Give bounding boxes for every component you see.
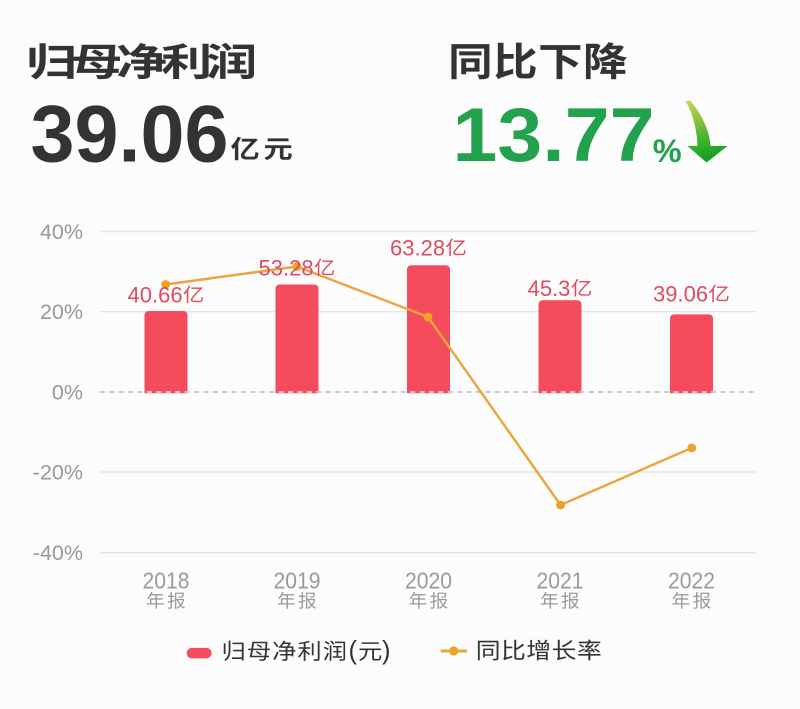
svg-text:(: ( bbox=[349, 637, 358, 665]
svg-text:0%: 0% bbox=[52, 381, 83, 405]
svg-text:39.06: 39.06 bbox=[653, 282, 708, 307]
svg-text:2020: 2020 bbox=[405, 568, 452, 594]
svg-text:39.06: 39.06 bbox=[31, 90, 229, 180]
svg-text:2022: 2022 bbox=[668, 568, 715, 594]
svg-text:-20%: -20% bbox=[33, 461, 83, 485]
svg-text:40%: 40% bbox=[40, 220, 83, 244]
svg-text:40.66: 40.66 bbox=[128, 283, 183, 308]
svg-text:%: % bbox=[653, 133, 682, 169]
svg-text:53.28: 53.28 bbox=[259, 256, 314, 281]
svg-text:13.77: 13.77 bbox=[453, 93, 655, 178]
svg-text:-40%: -40% bbox=[33, 541, 83, 565]
svg-text:45.3: 45.3 bbox=[528, 276, 571, 301]
svg-text:2019: 2019 bbox=[274, 568, 321, 594]
svg-text:20%: 20% bbox=[40, 300, 83, 324]
svg-text:2021: 2021 bbox=[537, 568, 584, 594]
svg-text:2018: 2018 bbox=[143, 568, 190, 594]
svg-text:63.28: 63.28 bbox=[390, 236, 445, 261]
svg-text:): ) bbox=[382, 637, 391, 665]
